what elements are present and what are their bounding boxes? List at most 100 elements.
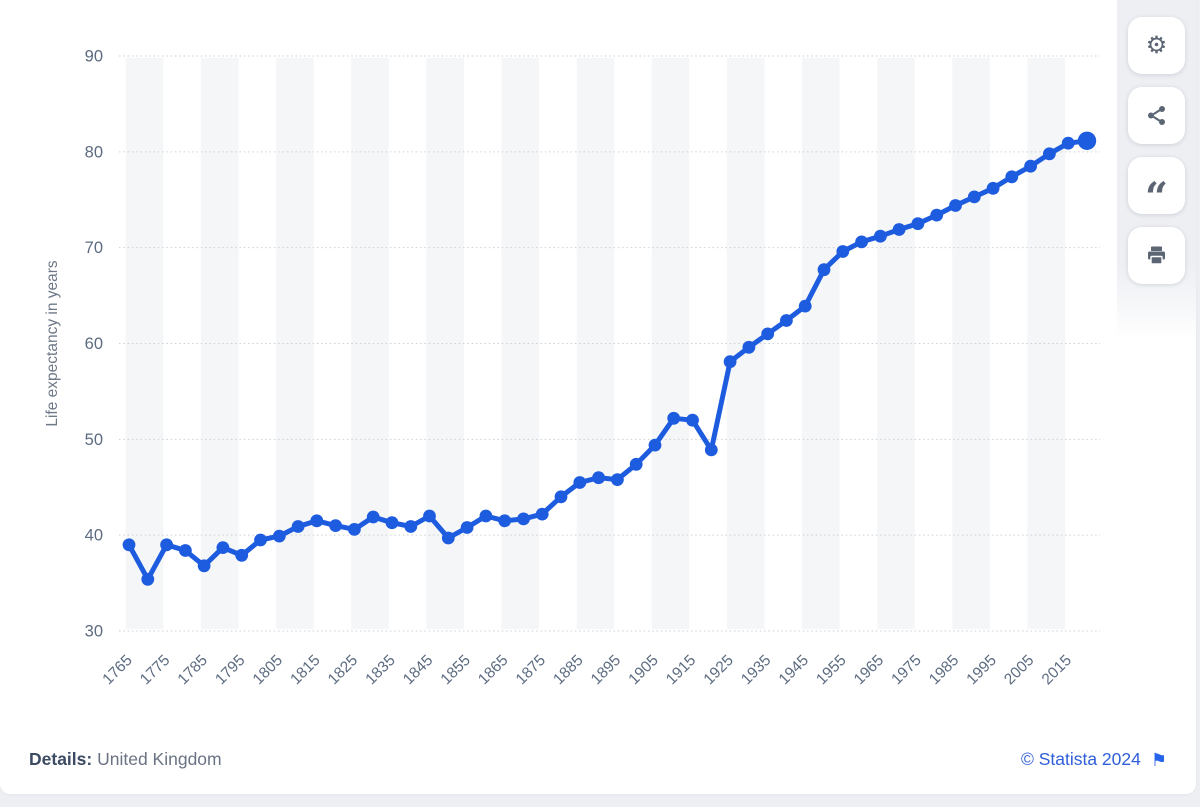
settings-button[interactable]: ⚙	[1128, 17, 1185, 74]
data-point[interactable]	[629, 457, 643, 471]
x-tick-label: 1945	[776, 652, 812, 688]
background-stripe	[576, 58, 615, 629]
x-tick-label: 1835	[362, 652, 398, 688]
x-tick-label: 1975	[888, 652, 924, 688]
data-point[interactable]	[761, 327, 775, 341]
share-icon	[1148, 106, 1165, 125]
x-tick-label: 1765	[99, 652, 135, 688]
data-point[interactable]	[348, 523, 361, 536]
y-tick-label: 90	[85, 48, 103, 66]
x-tick-label: 1905	[625, 652, 661, 688]
print-button[interactable]	[1128, 227, 1185, 284]
data-point[interactable]	[911, 217, 925, 231]
data-point[interactable]	[1043, 147, 1056, 161]
x-tick-label: 2005	[1001, 652, 1037, 688]
data-point[interactable]	[291, 520, 305, 533]
data-point[interactable]	[1077, 131, 1097, 150]
x-tick-label: 1925	[701, 652, 737, 688]
data-line	[126, 138, 1090, 582]
data-point[interactable]	[704, 443, 718, 457]
data-point[interactable]	[930, 208, 944, 222]
data-point[interactable]	[742, 340, 756, 354]
data-point[interactable]	[460, 521, 474, 534]
data-point[interactable]	[817, 263, 831, 277]
y-tick-label: 60	[85, 335, 103, 353]
x-tick-label: 1965	[851, 652, 887, 688]
data-point[interactable]	[441, 531, 455, 545]
data-point[interactable]	[517, 512, 530, 526]
gear-icon: ⚙	[1145, 31, 1168, 59]
data-point[interactable]	[535, 507, 549, 521]
data-point[interactable]	[855, 235, 868, 249]
data-point[interactable]	[836, 245, 850, 258]
data-point[interactable]	[986, 181, 1000, 195]
data-point[interactable]	[967, 190, 981, 204]
data-point[interactable]	[949, 199, 962, 212]
x-tick-label: 1825	[325, 652, 361, 688]
x-tick-label: 1815	[287, 652, 323, 688]
x-tick-label: 1775	[137, 652, 173, 688]
data-point[interactable]	[1005, 170, 1019, 184]
data-point[interactable]	[1024, 159, 1037, 173]
data-point[interactable]	[498, 514, 512, 528]
data-point[interactable]	[554, 490, 568, 504]
x-tick-label: 1885	[550, 652, 586, 688]
data-point[interactable]	[254, 533, 267, 547]
details-label: Details:	[29, 749, 93, 769]
y-axis-title: Life expectancy in years	[44, 260, 61, 427]
line-chart: 30 40 50 60 70 80 90 Life expectancy in years 17…	[44, 48, 1100, 688]
x-tick-label: 1805	[250, 652, 286, 688]
background-stripe	[276, 58, 314, 629]
print-icon	[1148, 246, 1165, 265]
data-point[interactable]	[329, 519, 342, 532]
data-point[interactable]	[780, 314, 793, 327]
data-point[interactable]	[160, 538, 174, 552]
data-point[interactable]	[423, 509, 436, 523]
x-tick-label: 1795	[212, 652, 248, 688]
data-point[interactable]	[197, 559, 211, 573]
data-point[interactable]	[179, 544, 192, 557]
flag-icon: ⚑	[1150, 749, 1167, 770]
data-point[interactable]	[1061, 136, 1075, 150]
data-point[interactable]	[385, 516, 399, 530]
x-tick-label: 1845	[400, 652, 436, 688]
data-point[interactable]	[310, 514, 324, 528]
data-point[interactable]	[479, 509, 493, 523]
data-point[interactable]	[592, 471, 605, 485]
y-tick-label: 40	[85, 527, 103, 545]
background-stripe	[877, 58, 915, 629]
x-tick-label: 1915	[663, 652, 699, 688]
x-tick-label: 1955	[813, 652, 849, 688]
share-button[interactable]	[1128, 87, 1185, 144]
data-point[interactable]	[874, 229, 887, 243]
cite-button[interactable]: “	[1128, 157, 1185, 217]
data-point[interactable]	[122, 538, 136, 552]
data-point[interactable]	[798, 299, 812, 313]
data-point[interactable]	[686, 413, 699, 427]
copyright-text: © Statista 2024	[1020, 749, 1141, 769]
data-point[interactable]	[723, 355, 737, 369]
x-tick-label: 1935	[738, 652, 774, 688]
data-point[interactable]	[235, 548, 249, 562]
data-point[interactable]	[573, 476, 587, 489]
x-tick-label: 1895	[588, 652, 624, 688]
data-point[interactable]	[648, 438, 662, 452]
background-stripe	[1027, 58, 1065, 629]
y-tick-label: 80	[85, 143, 103, 161]
details-text: Details: United Kingdom	[29, 749, 222, 770]
x-tick-label: 1875	[513, 652, 549, 688]
data-point[interactable]	[892, 223, 906, 236]
chart-toolbar: ⚙ “	[1117, 0, 1196, 340]
data-point[interactable]	[141, 572, 155, 586]
data-point[interactable]	[216, 541, 230, 554]
data-point[interactable]	[611, 473, 624, 486]
data-point[interactable]	[404, 520, 418, 533]
y-tick-label: 50	[85, 431, 103, 449]
statista-copyright-link[interactable]: © Statista 2024 ⚑	[1021, 749, 1167, 770]
data-point[interactable]	[667, 411, 681, 425]
x-tick-label: 1985	[926, 652, 962, 688]
y-tick-label: 30	[85, 623, 103, 641]
x-tick-label: 1865	[475, 652, 511, 688]
data-point[interactable]	[366, 510, 380, 524]
data-point[interactable]	[272, 529, 286, 543]
